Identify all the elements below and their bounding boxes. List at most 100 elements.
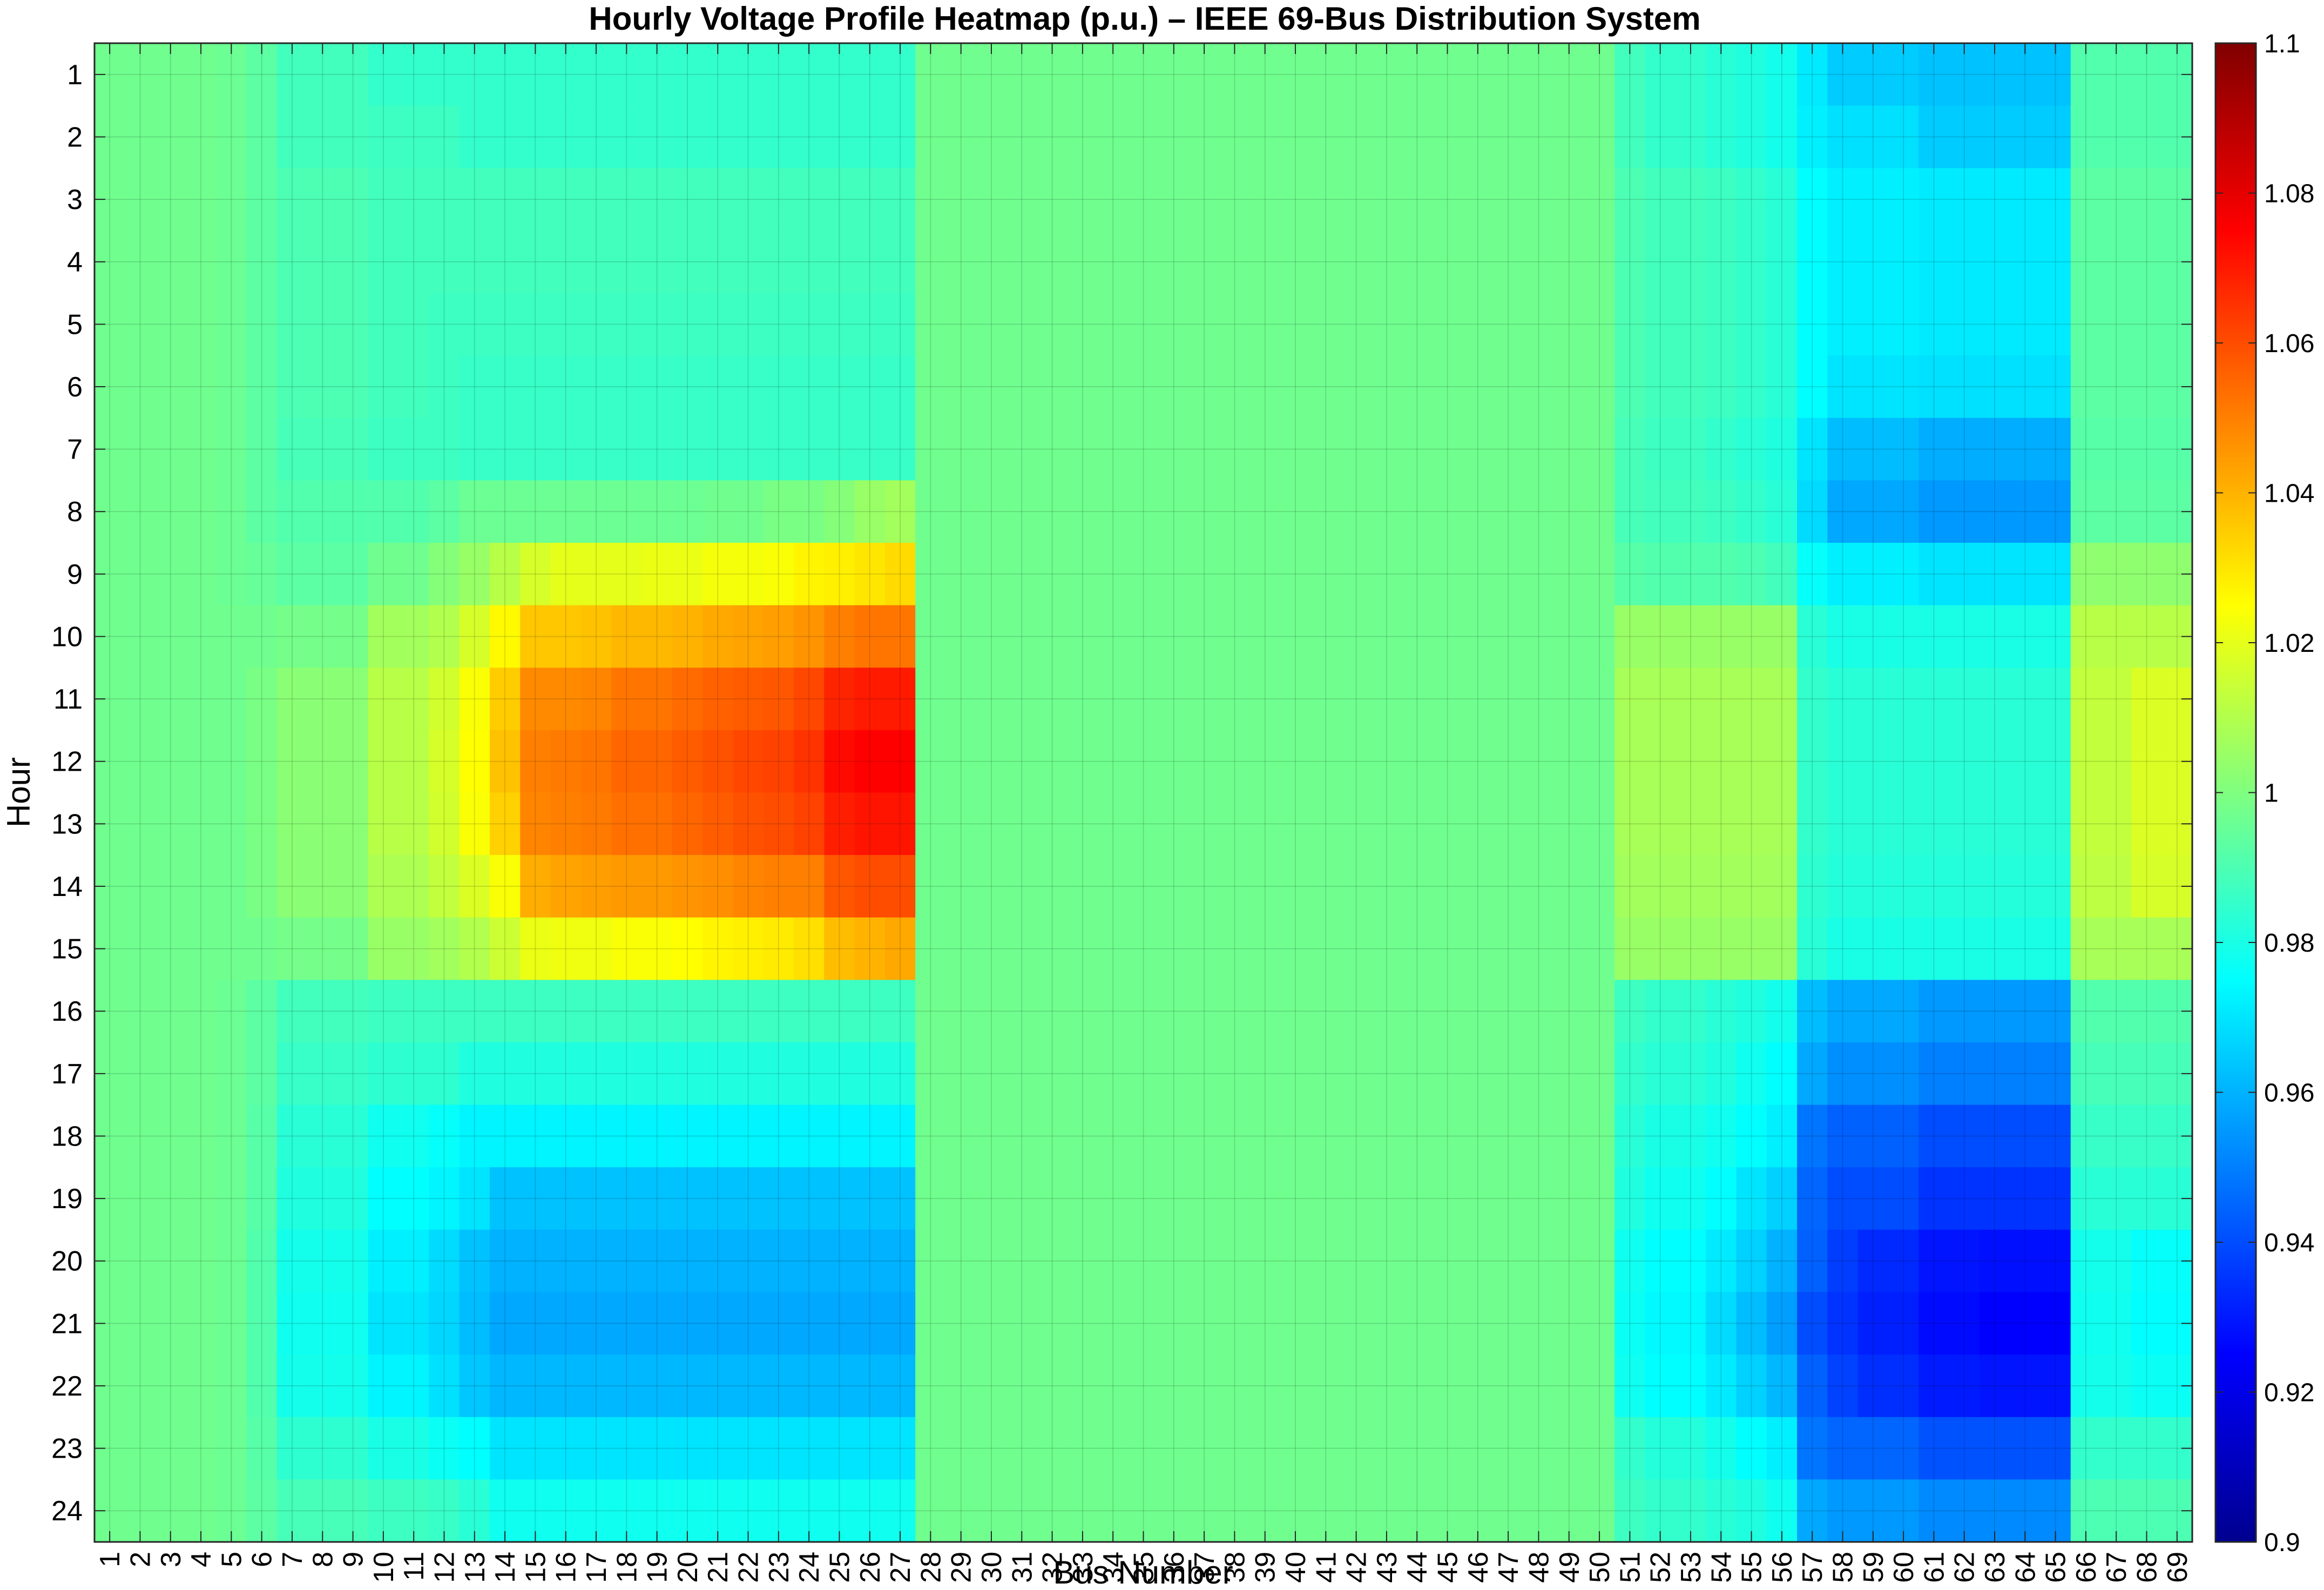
- heatmap-cell: [1341, 230, 1372, 294]
- heatmap-cell: [2070, 1229, 2102, 1293]
- heatmap-cell: [459, 730, 490, 793]
- heatmap-cell: [702, 1229, 733, 1293]
- heatmap-cell: [1402, 355, 1433, 419]
- heatmap-cell: [337, 917, 369, 980]
- heatmap-cell: [976, 980, 1007, 1043]
- x-tick-label: 25: [824, 1552, 855, 1583]
- heatmap-cell: [1949, 1167, 1980, 1230]
- heatmap-cell: [155, 1292, 186, 1355]
- heatmap-cell: [794, 230, 825, 294]
- heatmap-cell: [1675, 543, 1706, 606]
- heatmap-cell: [1706, 668, 1737, 731]
- heatmap-cell: [398, 605, 429, 668]
- x-tick-label: 68: [2132, 1552, 2163, 1583]
- heatmap-cell: [489, 480, 521, 543]
- heatmap-cell: [489, 105, 521, 169]
- heatmap-cell: [854, 543, 886, 606]
- heatmap-cell: [824, 168, 855, 231]
- heatmap-cell: [1584, 1417, 1615, 1480]
- heatmap-cell: [976, 668, 1007, 731]
- heatmap-cell: [641, 1292, 673, 1355]
- heatmap-cell: [1098, 480, 1129, 543]
- heatmap-cell: [1797, 480, 1828, 543]
- heatmap-cell: [854, 1229, 886, 1293]
- heatmap-cell: [1766, 230, 1798, 294]
- heatmap-cell: [1918, 1167, 1950, 1230]
- heatmap-cell: [976, 230, 1007, 294]
- y-tick-label: 13: [51, 809, 83, 840]
- heatmap-cell: [276, 230, 308, 294]
- heatmap-cell: [1888, 668, 1919, 731]
- heatmap-cell: [276, 417, 308, 481]
- heatmap-cell: [611, 730, 643, 793]
- heatmap-cell: [550, 668, 582, 731]
- heatmap-cell: [1797, 917, 1828, 980]
- heatmap-cell: [1493, 1104, 1524, 1168]
- y-tick-label: 23: [51, 1433, 83, 1465]
- heatmap-cell: [1462, 980, 1494, 1043]
- heatmap-cell: [1128, 792, 1159, 855]
- heatmap-cell: [2040, 105, 2071, 169]
- heatmap-cell: [702, 1417, 733, 1480]
- heatmap-cell: [1493, 230, 1524, 294]
- heatmap-cell: [702, 605, 733, 668]
- heatmap-cell: [368, 417, 399, 481]
- heatmap-cell: [1432, 1167, 1463, 1230]
- heatmap-cell: [1736, 480, 1767, 543]
- heatmap-cell: [368, 1167, 399, 1230]
- heatmap-cell: [2070, 168, 2102, 231]
- heatmap-cell: [276, 792, 308, 855]
- heatmap-cell: [1949, 980, 1980, 1043]
- heatmap-cell: [185, 355, 217, 419]
- heatmap-cell: [1584, 1167, 1615, 1230]
- heatmap-cell: [2101, 980, 2132, 1043]
- heatmap-cell: [125, 980, 156, 1043]
- heatmap-cell: [1219, 730, 1251, 793]
- heatmap-cell: [1249, 355, 1281, 419]
- heatmap-cell: [1827, 1417, 1859, 1480]
- heatmap-cell: [1584, 480, 1615, 543]
- heatmap-cell: [824, 543, 855, 606]
- heatmap-cell: [1675, 605, 1706, 668]
- heatmap-cell: [611, 855, 643, 918]
- x-tick-label: 21: [702, 1552, 734, 1583]
- heatmap-cell: [307, 480, 339, 543]
- heatmap-cell: [1280, 1292, 1311, 1355]
- heatmap-cell: [550, 792, 582, 855]
- heatmap-cell: [1462, 855, 1494, 918]
- heatmap-cell: [459, 355, 490, 419]
- x-tick-label: 4: [186, 1552, 217, 1567]
- y-axis-label: Hour: [1, 757, 37, 827]
- y-tick-label: 19: [51, 1183, 83, 1215]
- heatmap-cell: [1341, 792, 1372, 855]
- heatmap-cell: [2010, 168, 2041, 231]
- heatmap-cell: [1736, 605, 1767, 668]
- heatmap-cell: [550, 1417, 582, 1480]
- heatmap-cell: [1766, 855, 1798, 918]
- heatmap-cell: [2131, 417, 2163, 481]
- heatmap-cell: [1949, 792, 1980, 855]
- heatmap-cell: [1675, 792, 1706, 855]
- heatmap-cell: [2040, 417, 2071, 481]
- heatmap-cell: [1249, 980, 1281, 1043]
- heatmap-cell: [915, 1104, 947, 1168]
- x-tick-label: 43: [1372, 1552, 1403, 1583]
- heatmap-cell: [337, 1417, 369, 1480]
- heatmap-cell: [1857, 792, 1889, 855]
- heatmap-cell: [1827, 417, 1859, 481]
- heatmap-cell: [1341, 605, 1372, 668]
- heatmap-cell: [1402, 1167, 1433, 1230]
- heatmap-cell: [1402, 980, 1433, 1043]
- heatmap-cell: [1462, 1292, 1494, 1355]
- heatmap-cell: [1462, 293, 1494, 356]
- heatmap-cell: [1766, 105, 1798, 169]
- heatmap-cell: [1645, 480, 1676, 543]
- x-tick-label: 17: [581, 1552, 612, 1583]
- heatmap-cell: [1188, 1167, 1220, 1230]
- heatmap-cell: [1614, 1042, 1646, 1106]
- heatmap-cell: [1067, 417, 1098, 481]
- heatmap-cell: [1918, 1042, 1950, 1106]
- heatmap-cell: [216, 980, 247, 1043]
- heatmap-cell: [520, 605, 551, 668]
- heatmap-cell: [824, 355, 855, 419]
